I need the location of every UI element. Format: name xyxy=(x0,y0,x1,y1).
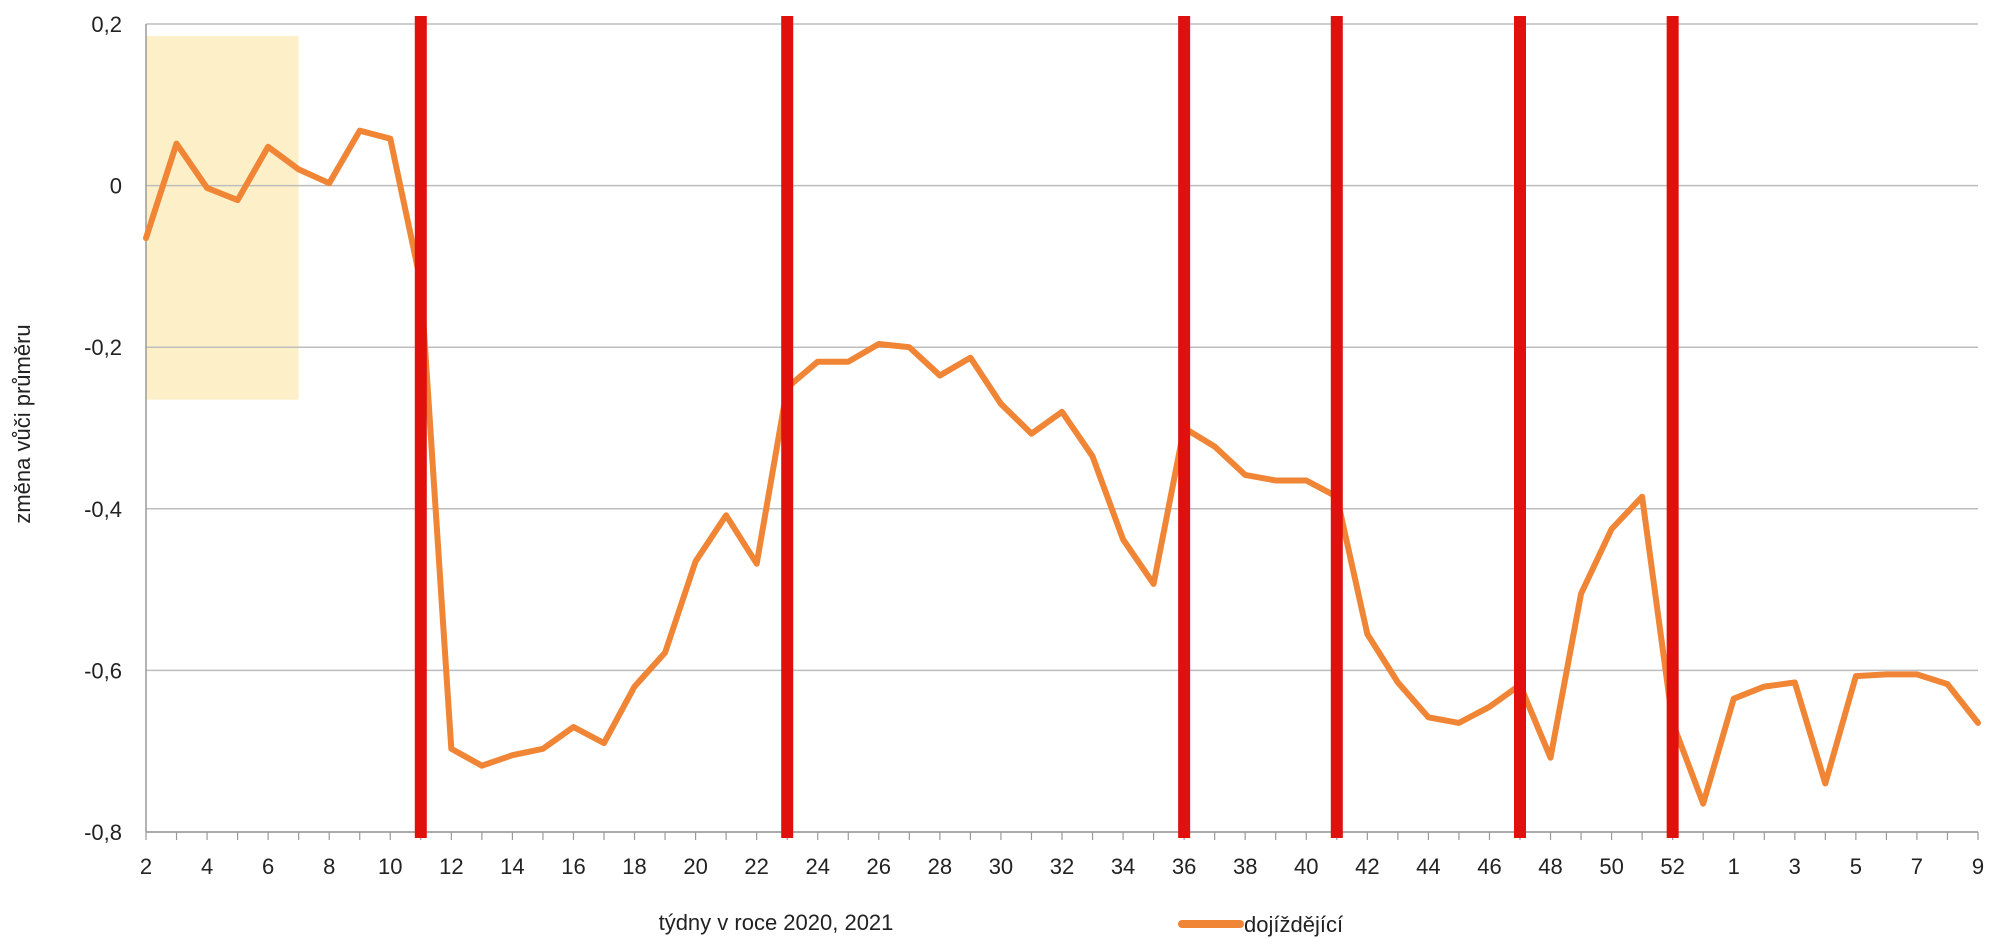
x-tick-label: 50 xyxy=(1599,854,1623,879)
x-tick-label: 44 xyxy=(1416,854,1440,879)
x-tick-label: 34 xyxy=(1111,854,1135,879)
x-tick-label: 3 xyxy=(1789,854,1801,879)
event-markers xyxy=(414,16,1679,838)
x-tick-label: 26 xyxy=(867,854,891,879)
x-axis-title: týdny v roce 2020, 2021 xyxy=(659,910,894,935)
x-tick-label: 4 xyxy=(201,854,213,879)
event-marker xyxy=(1178,16,1191,838)
x-tick-label: 32 xyxy=(1050,854,1074,879)
x-tick-label: 8 xyxy=(323,854,335,879)
event-marker xyxy=(1514,16,1526,838)
x-tick-label: 1 xyxy=(1728,854,1740,879)
x-tick-label: 48 xyxy=(1538,854,1562,879)
x-tick-label: 42 xyxy=(1355,854,1379,879)
y-axis-title: změna vůči průměru xyxy=(10,324,35,523)
y-tick-label: -0,2 xyxy=(84,335,122,360)
x-tick-label: 2 xyxy=(140,854,152,879)
x-tick-label: 9 xyxy=(1972,854,1984,879)
x-tick-label: 36 xyxy=(1172,854,1196,879)
x-tick-label: 22 xyxy=(744,854,768,879)
y-tick-label: -0,8 xyxy=(84,820,122,845)
x-tick-label: 40 xyxy=(1294,854,1318,879)
event-marker xyxy=(781,16,794,838)
highlight-region xyxy=(146,36,299,400)
legend-label: dojíždějící xyxy=(1244,912,1343,937)
x-tick-label: 14 xyxy=(500,854,524,879)
x-tick-label: 30 xyxy=(989,854,1013,879)
event-marker xyxy=(414,16,427,838)
x-tick-label: 7 xyxy=(1911,854,1923,879)
x-tick-label: 46 xyxy=(1477,854,1501,879)
y-axis-ticks: 0,2 0 -0,2 -0,4 -0,6 -0,8 xyxy=(84,12,122,845)
x-tick-label: 38 xyxy=(1233,854,1257,879)
x-tick-label: 5 xyxy=(1850,854,1862,879)
x-tick-label: 12 xyxy=(439,854,463,879)
x-tick-label: 16 xyxy=(561,854,585,879)
y-tick-label: -0,4 xyxy=(84,497,122,522)
x-tick-label: 20 xyxy=(683,854,707,879)
x-tick-label: 6 xyxy=(262,854,274,879)
y-tick-label: 0,2 xyxy=(91,12,122,37)
x-tick-label: 24 xyxy=(805,854,829,879)
event-marker xyxy=(1330,16,1343,838)
x-tick-label: 18 xyxy=(622,854,646,879)
legend: dojíždějící xyxy=(1178,912,1343,937)
x-tick-label: 28 xyxy=(928,854,952,879)
y-tick-label: 0 xyxy=(110,174,122,199)
x-tick-label: 52 xyxy=(1660,854,1684,879)
y-tick-label: -0,6 xyxy=(84,658,122,683)
x-axis: 2 4 6 8 10 12 14 16 18 20 22 24 26 28 30 32 34 36 38 40 42 44… xyxy=(140,831,1984,879)
x-tick-label: 10 xyxy=(378,854,402,879)
event-marker xyxy=(1666,16,1679,838)
